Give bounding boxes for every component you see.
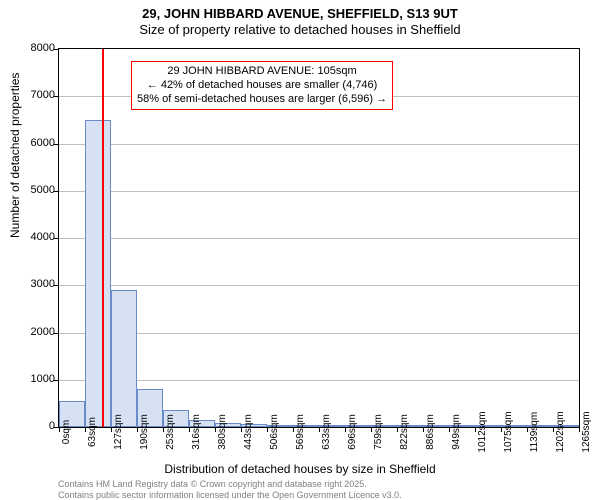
y-tick-label: 4000 bbox=[15, 231, 55, 243]
x-tick-label: 127sqm bbox=[113, 414, 124, 450]
histogram-bar bbox=[111, 290, 137, 427]
footer-line2: Contains public sector information licen… bbox=[58, 490, 402, 500]
annotation-line1: 29 JOHN HIBBARD AVENUE: 105sqm bbox=[137, 65, 387, 79]
x-tick-label: 190sqm bbox=[139, 414, 150, 450]
histogram-bar bbox=[85, 120, 111, 427]
x-tick-label: 443sqm bbox=[243, 414, 254, 450]
footer-line1: Contains HM Land Registry data © Crown c… bbox=[58, 479, 402, 489]
y-tick-label: 0 bbox=[15, 420, 55, 432]
x-tick-label: 316sqm bbox=[191, 414, 202, 450]
x-tick-label: 633sqm bbox=[321, 414, 332, 450]
x-tick-label: 253sqm bbox=[165, 414, 176, 450]
gridline bbox=[59, 144, 579, 145]
gridline bbox=[59, 238, 579, 239]
x-tick-label: 696sqm bbox=[347, 414, 358, 450]
x-tick-label: 822sqm bbox=[399, 414, 410, 450]
y-tick-label: 3000 bbox=[15, 278, 55, 290]
annotation-line3: 58% of semi-detached houses are larger (… bbox=[137, 93, 387, 107]
x-tick-label: 949sqm bbox=[451, 414, 462, 450]
x-tick-label: 506sqm bbox=[269, 414, 280, 450]
x-tick-label: 63sqm bbox=[87, 417, 98, 447]
chart-plot-area: 29 JOHN HIBBARD AVENUE: 105sqm← 42% of d… bbox=[58, 48, 580, 428]
x-tick-label: 886sqm bbox=[425, 414, 436, 450]
x-tick-label: 1265sqm bbox=[581, 411, 592, 452]
y-tick-label: 8000 bbox=[15, 42, 55, 54]
gridline bbox=[59, 285, 579, 286]
x-tick-label: 1012sqm bbox=[477, 411, 488, 452]
chart-footer: Contains HM Land Registry data © Crown c… bbox=[58, 479, 402, 500]
x-tick-label: 759sqm bbox=[373, 414, 384, 450]
gridline bbox=[59, 191, 579, 192]
x-tick-label: 0sqm bbox=[61, 420, 72, 444]
x-tick-label: 380sqm bbox=[217, 414, 228, 450]
x-tick-label: 1139sqm bbox=[529, 412, 540, 452]
y-tick-label: 6000 bbox=[15, 137, 55, 149]
x-tick-label: 1202sqm bbox=[555, 411, 566, 452]
chart-title-line2: Size of property relative to detached ho… bbox=[0, 22, 600, 41]
y-tick-label: 7000 bbox=[15, 89, 55, 101]
x-tick-label: 569sqm bbox=[295, 414, 306, 450]
x-tick-label: 1075sqm bbox=[503, 411, 514, 452]
y-tick-label: 5000 bbox=[15, 184, 55, 196]
annotation-box: 29 JOHN HIBBARD AVENUE: 105sqm← 42% of d… bbox=[131, 61, 393, 110]
property-marker-line bbox=[102, 49, 104, 427]
y-tick-label: 1000 bbox=[15, 373, 55, 385]
x-axis-label: Distribution of detached houses by size … bbox=[0, 462, 600, 476]
y-tick-label: 2000 bbox=[15, 326, 55, 338]
chart-title-line1: 29, JOHN HIBBARD AVENUE, SHEFFIELD, S13 … bbox=[0, 0, 600, 22]
annotation-line2: ← 42% of detached houses are smaller (4,… bbox=[137, 79, 387, 93]
